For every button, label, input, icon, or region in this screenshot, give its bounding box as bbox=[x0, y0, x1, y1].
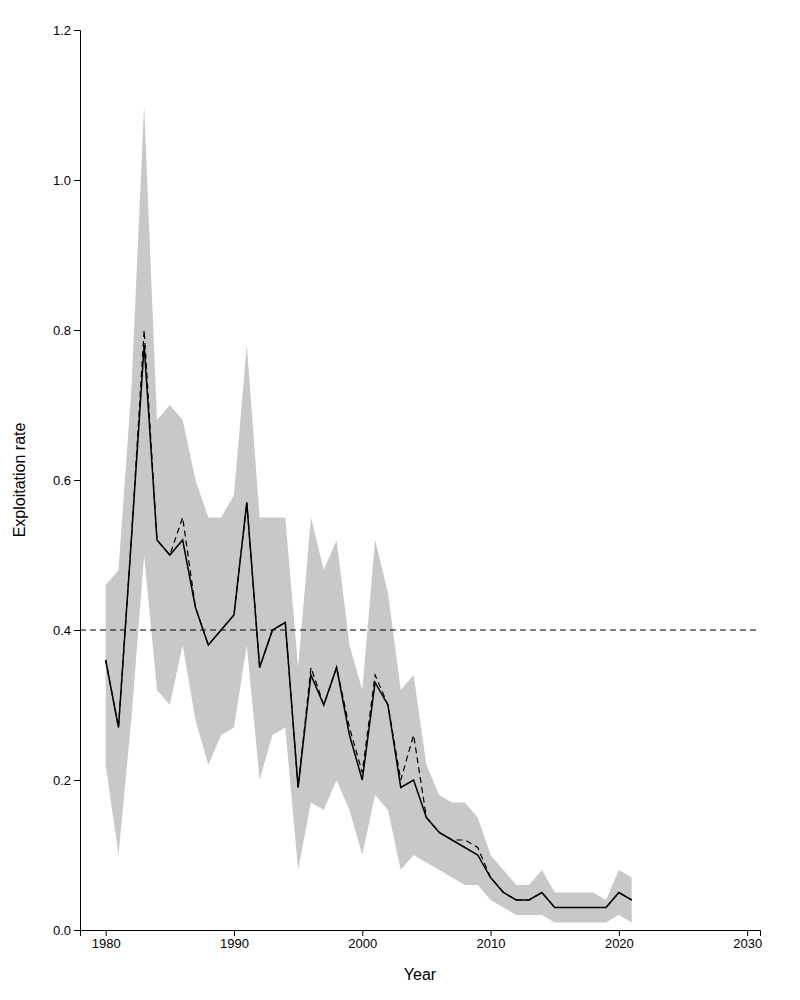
y-tick-mark bbox=[74, 930, 80, 931]
chart: 1980 1990 2000 2010 2020 2030 0.0 0.2 0.4 0.6 0.8 1… bbox=[0, 0, 800, 1000]
x-tick: 1990 bbox=[220, 930, 249, 951]
x-axis-line bbox=[81, 931, 761, 937]
y-tick-mark bbox=[74, 180, 80, 181]
series-line bbox=[106, 330, 632, 908]
x-tick-label: 2010 bbox=[477, 936, 506, 951]
y-tick: 0.0 bbox=[53, 923, 80, 938]
x-tick: 2010 bbox=[477, 930, 506, 951]
x-tick-label: 1980 bbox=[92, 936, 121, 951]
marks bbox=[80, 105, 760, 923]
x-tick: 2020 bbox=[605, 930, 634, 951]
y-axis-title: Exploitation rate bbox=[11, 423, 28, 538]
y-tick-label: 1.0 bbox=[53, 173, 71, 188]
x-tick-label: 2020 bbox=[605, 936, 634, 951]
x-tick-mark bbox=[619, 930, 620, 936]
y-tick: 0.8 bbox=[53, 323, 80, 338]
x-tick: 2000 bbox=[348, 930, 377, 951]
x-axis-title: Year bbox=[404, 966, 437, 983]
y-tick-mark bbox=[74, 30, 80, 31]
x-tick-label: 1990 bbox=[220, 936, 249, 951]
y-tick: 1.0 bbox=[53, 173, 80, 188]
y-tick: 0.2 bbox=[53, 773, 80, 788]
y-axis-line bbox=[74, 31, 81, 931]
x-tick: 1980 bbox=[92, 930, 121, 951]
x-tick-label: 2000 bbox=[348, 936, 377, 951]
x-tick-mark bbox=[234, 930, 235, 936]
y-tick-mark bbox=[74, 780, 80, 781]
x-tick: 2030 bbox=[733, 930, 762, 951]
y-tick-label: 1.2 bbox=[53, 23, 71, 38]
reference-line bbox=[80, 630, 760, 631]
y-tick-label: 0.2 bbox=[53, 773, 71, 788]
y-tick-mark bbox=[74, 480, 80, 481]
y-tick-mark bbox=[74, 630, 80, 631]
confidence-band bbox=[106, 105, 632, 923]
x-axis: 1980 1990 2000 2010 2020 2030 bbox=[81, 930, 763, 951]
y-tick: 0.4 bbox=[53, 623, 80, 638]
series-line bbox=[106, 345, 632, 908]
x-tick-mark bbox=[747, 930, 748, 936]
y-tick-label: 0.6 bbox=[53, 473, 71, 488]
x-tick-mark bbox=[491, 930, 492, 936]
x-tick-label: 2030 bbox=[733, 936, 762, 951]
plot-area: 1980 1990 2000 2010 2020 2030 0.0 0.2 0.4 0.6 0.8 1… bbox=[11, 23, 762, 983]
y-tick-label: 0.8 bbox=[53, 323, 71, 338]
x-tick-mark bbox=[362, 930, 363, 936]
y-tick-mark bbox=[74, 330, 80, 331]
y-axis: 0.0 0.2 0.4 0.6 0.8 1.0 1.2 bbox=[53, 23, 81, 938]
x-tick-mark bbox=[106, 930, 107, 936]
y-tick-label: 0.4 bbox=[53, 623, 71, 638]
y-tick: 0.6 bbox=[53, 473, 80, 488]
y-tick: 1.2 bbox=[53, 23, 80, 38]
y-tick-label: 0.0 bbox=[53, 923, 71, 938]
